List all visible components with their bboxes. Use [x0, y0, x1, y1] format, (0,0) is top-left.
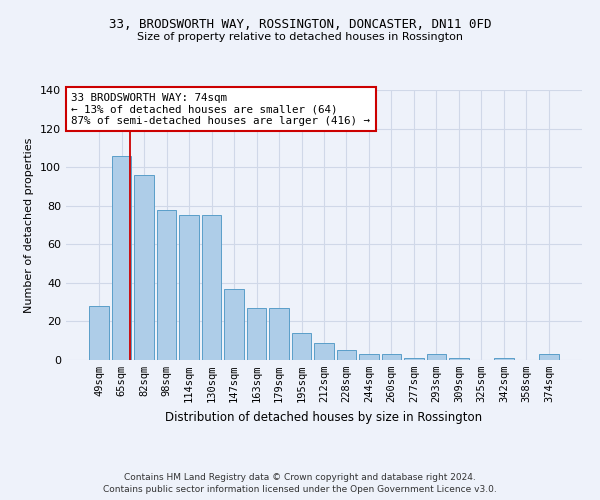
Text: Contains HM Land Registry data © Crown copyright and database right 2024.: Contains HM Land Registry data © Crown c…	[124, 472, 476, 482]
Bar	[337, 350, 356, 360]
Bar	[314, 342, 334, 360]
Bar	[427, 354, 446, 360]
X-axis label: Distribution of detached houses by size in Rossington: Distribution of detached houses by size …	[166, 410, 482, 424]
Bar	[224, 288, 244, 360]
Bar	[202, 216, 221, 360]
Bar	[494, 358, 514, 360]
Text: Size of property relative to detached houses in Rossington: Size of property relative to detached ho…	[137, 32, 463, 42]
Bar	[247, 308, 266, 360]
Bar	[382, 354, 401, 360]
Text: 33 BRODSWORTH WAY: 74sqm
← 13% of detached houses are smaller (64)
87% of semi-d: 33 BRODSWORTH WAY: 74sqm ← 13% of detach…	[71, 92, 370, 126]
Bar	[359, 354, 379, 360]
Bar	[179, 216, 199, 360]
Text: 33, BRODSWORTH WAY, ROSSINGTON, DONCASTER, DN11 0FD: 33, BRODSWORTH WAY, ROSSINGTON, DONCASTE…	[109, 18, 491, 30]
Bar	[292, 333, 311, 360]
Bar	[269, 308, 289, 360]
Bar	[112, 156, 131, 360]
Bar	[404, 358, 424, 360]
Bar	[89, 306, 109, 360]
Bar	[157, 210, 176, 360]
Bar	[449, 358, 469, 360]
Text: Contains public sector information licensed under the Open Government Licence v3: Contains public sector information licen…	[103, 485, 497, 494]
Bar	[539, 354, 559, 360]
Y-axis label: Number of detached properties: Number of detached properties	[25, 138, 34, 312]
Bar	[134, 175, 154, 360]
